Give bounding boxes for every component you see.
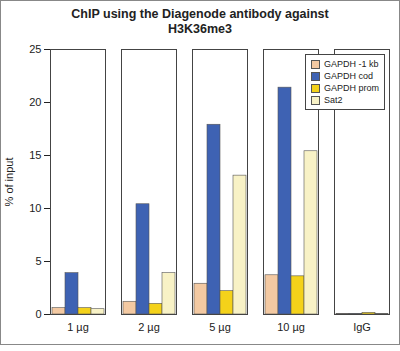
svg-text:1 µg: 1 µg	[67, 321, 89, 333]
svg-text:20: 20	[29, 96, 41, 108]
svg-text:% of input: % of input	[3, 158, 15, 207]
svg-text:10 µg: 10 µg	[277, 321, 305, 333]
svg-text:2 µg: 2 µg	[138, 321, 160, 333]
html-text:ChIP using the Diagenode antib: ChIP using the Diagenode antibody agains…	[71, 7, 329, 36]
html-text:GAPDH -1 kb: GAPDH -1 kb	[324, 59, 379, 69]
svg-text:10: 10	[29, 202, 41, 214]
html-text:GAPDH cod: GAPDH cod	[324, 71, 373, 81]
html-text:Sat2: Sat2	[324, 95, 343, 105]
svg-text:5: 5	[35, 255, 41, 267]
svg-text:25: 25	[29, 43, 41, 55]
html-text:GAPDH prom: GAPDH prom	[324, 83, 379, 93]
svg-text:15: 15	[29, 149, 41, 161]
svg-text:5 µg: 5 µg	[209, 321, 231, 333]
svg-text:IgG: IgG	[353, 321, 371, 333]
svg-text:0: 0	[35, 308, 41, 320]
